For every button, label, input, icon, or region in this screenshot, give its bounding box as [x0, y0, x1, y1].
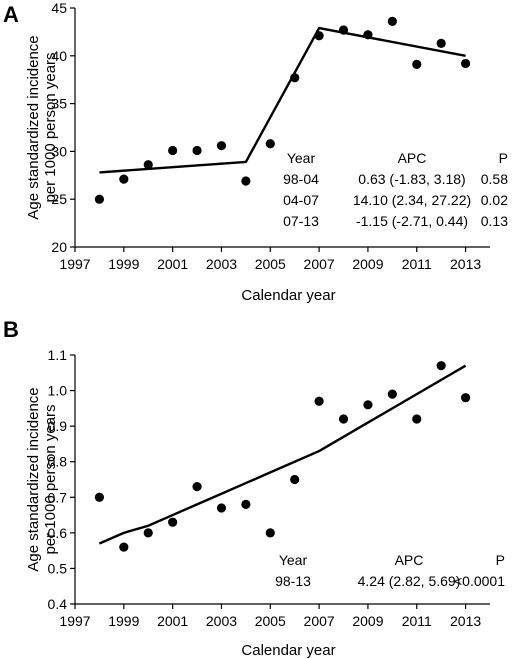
y-tick-label-b: 1.1 — [48, 347, 68, 363]
x-tick-label-a: 2003 — [206, 256, 237, 272]
data-point-b — [363, 400, 373, 410]
data-point-a — [314, 31, 324, 41]
x-tick-label-b: 2011 — [402, 613, 432, 629]
table-cell-a: 98-04 — [283, 171, 319, 187]
x-tick-label-a: 2007 — [304, 256, 335, 272]
x-tick-label-b: 1997 — [59, 613, 90, 629]
y-tick-label-a: 45 — [51, 0, 67, 16]
data-point-a — [119, 174, 129, 184]
data-point-a — [460, 58, 471, 69]
y-axis-title-line-a: per 1000 person years — [42, 52, 59, 202]
table-header-b: APC — [395, 552, 424, 568]
x-tick-label-b: 2009 — [352, 613, 383, 629]
x-tick-label-a: 1999 — [108, 256, 139, 272]
trend-line-a — [99, 26, 466, 174]
y-axis-title-line-b: Age standardized incidence — [25, 387, 42, 571]
data-point-a — [94, 194, 105, 204]
y-axis-title-line-b: per 1000 person years — [42, 404, 59, 554]
data-point-a — [143, 160, 153, 170]
x-axis-title-b: Calendar year — [241, 642, 335, 658]
y-tick-label-a: 35 — [51, 96, 67, 112]
x-tick-label-b: 2013 — [450, 613, 481, 629]
data-point-b — [314, 396, 324, 406]
data-point-a — [436, 38, 446, 48]
y-tick-label-a: 30 — [51, 143, 67, 159]
data-point-a — [216, 141, 227, 151]
data-point-b — [436, 361, 446, 371]
x-tick-label-b: 2007 — [304, 613, 335, 629]
data-point-b — [412, 414, 422, 424]
x-tick-label-b: 1999 — [108, 613, 139, 629]
data-point-b — [241, 499, 251, 509]
data-point-a — [241, 176, 251, 186]
x-tick-label-b: 2003 — [206, 613, 237, 629]
x-tick-label-a: 2013 — [450, 256, 481, 272]
data-point-a — [363, 30, 373, 40]
data-point-b — [119, 542, 129, 552]
x-tick-label-b: 2001 — [157, 613, 188, 629]
table-header-b: Year — [279, 552, 308, 568]
data-point-b — [94, 492, 105, 502]
data-point-b — [338, 414, 349, 424]
table-cell-b: 98-13 — [275, 573, 311, 589]
table-cell-a: 04-07 — [283, 192, 319, 208]
table-cell-b: <0.0001 — [454, 573, 505, 589]
data-point-b — [216, 503, 227, 513]
data-point-a — [412, 59, 422, 70]
table-cell-a: 07-13 — [283, 213, 319, 229]
table-cell-a: 0.02 — [481, 192, 508, 208]
data-point-b — [460, 393, 471, 403]
data-point-a — [338, 25, 349, 35]
data-point-b — [265, 528, 275, 538]
y-axis-title-a: Age standardized incidenceper 1000 perso… — [25, 35, 59, 219]
panel-b: B 0.4 0.5 0.6 0.7 0.8 0.9 1.0 1.1 1997 1999 2001 200… — [3, 317, 505, 658]
x-tick-label-b: 2005 — [255, 613, 286, 629]
panel-label-b: B — [3, 317, 19, 342]
x-tick-label-a: 2009 — [352, 256, 383, 272]
table-header-a: APC — [398, 150, 427, 166]
y-tick-label-a: 40 — [51, 48, 67, 64]
data-point-b — [290, 474, 300, 485]
y-tick-label-b: 0.4 — [48, 596, 68, 612]
table-header-a: P — [499, 150, 508, 166]
trend-line-b — [98, 364, 467, 545]
y-tick-label-b: 0.9 — [48, 418, 68, 434]
x-tick-label-a: 1997 — [59, 256, 90, 272]
x-tick-label-a: 2001 — [157, 256, 188, 272]
data-point-a — [290, 73, 300, 83]
y-tick-label-a: 20 — [51, 239, 67, 255]
data-point-a — [387, 16, 397, 26]
table-cell-a: 0.63 (-1.83, 3.18) — [358, 171, 465, 187]
data-point-b — [168, 517, 178, 527]
table-cell-a: -1.15 (-2.71, 0.44) — [356, 213, 468, 229]
table-cell-a: 14.10 (2.34, 27.22) — [353, 192, 471, 208]
panel-label-a: A — [3, 2, 19, 27]
data-point-b — [143, 528, 153, 538]
table-cell-a: 0.58 — [481, 171, 508, 187]
panel-a: A 20 25 30 35 40 45 1997 1999 2001 2003 2005 2007 200… — [3, 0, 508, 304]
y-axis-title-line-a: Age standardized incidence — [25, 35, 42, 219]
data-point-b — [192, 482, 202, 492]
table-cell-b: 4.24 (2.82, 5.69) — [358, 573, 461, 589]
y-tick-label-b: 0.7 — [48, 489, 68, 505]
data-point-a — [192, 145, 202, 156]
table-header-b: P — [496, 552, 505, 568]
y-tick-label-b: 0.8 — [48, 454, 68, 470]
data-point-b — [387, 389, 397, 399]
y-tick-label-b: 1.0 — [48, 383, 68, 399]
data-point-a — [265, 139, 275, 149]
table-header-a: Year — [287, 150, 316, 166]
y-tick-label-b: 0.6 — [48, 525, 68, 541]
x-axis-title-a: Calendar year — [241, 287, 335, 304]
y-axis-title-b: Age standardized incidenceper 1000 perso… — [25, 387, 59, 571]
table-cell-a: 0.13 — [481, 213, 508, 229]
x-tick-label-a: 2011 — [402, 256, 432, 272]
x-tick-label-a: 2005 — [255, 256, 286, 272]
y-tick-label-b: 0.5 — [48, 560, 68, 576]
y-tick-label-a: 25 — [51, 191, 67, 207]
data-point-a — [168, 145, 178, 156]
